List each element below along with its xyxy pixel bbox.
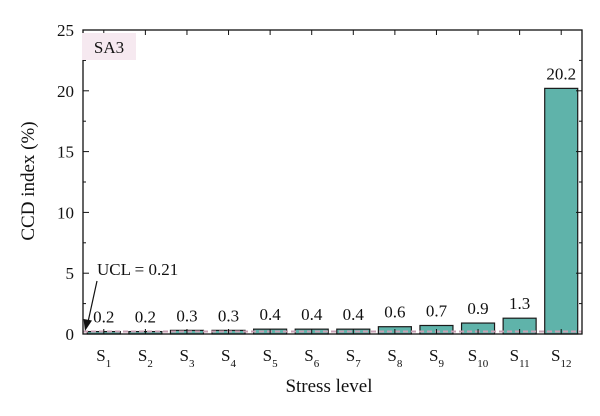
y-axis-title: CCD index (%) bbox=[18, 121, 39, 240]
data-label-9: 0.7 bbox=[426, 301, 448, 320]
x-tick-label-9: S9 bbox=[429, 346, 444, 370]
data-label-2: 0.2 bbox=[135, 308, 156, 327]
panel-label: SA3 bbox=[94, 38, 124, 57]
y-tick-label-0: 0 bbox=[66, 325, 75, 344]
ucl-group: UCL = 0.21 bbox=[83, 260, 582, 333]
x-tick-label-8: S8 bbox=[387, 346, 402, 370]
data-labels-group: 0.2 0.2 0.3 0.3 0.4 0.4 0.4 0.6 0.7 0.9 1.3 20.2 bbox=[93, 64, 576, 326]
y-tick-label-1: 5 bbox=[66, 264, 75, 283]
x-tick-label-6: S6 bbox=[304, 346, 319, 370]
x-axis-title: Stress level bbox=[285, 376, 372, 397]
data-label-10: 0.9 bbox=[467, 299, 488, 318]
plot-frame bbox=[82, 29, 583, 335]
x-tick-label-10: S10 bbox=[468, 346, 489, 370]
x-tick-label-12: S12 bbox=[551, 346, 571, 370]
y-tick-label-3: 15 bbox=[57, 143, 74, 162]
ucl-annotation: UCL = 0.21 bbox=[97, 260, 178, 279]
ucl-arrow-shaft bbox=[87, 280, 98, 323]
axes-group: S1 S2 S3 S4 S5 S6 S7 S8 S9 S10 S11 S12 0 5 10 15 20 25 bbox=[57, 21, 583, 370]
y-tick-label-4: 20 bbox=[57, 82, 74, 101]
data-label-12: 20.2 bbox=[546, 64, 576, 83]
x-tick-label-11: S11 bbox=[510, 346, 530, 370]
x-tick-label-3: S3 bbox=[179, 346, 194, 370]
panel-label-box: SA3 bbox=[82, 33, 136, 60]
data-label-7: 0.4 bbox=[343, 305, 365, 324]
x-tick-label-5: S5 bbox=[263, 346, 278, 370]
data-label-6: 0.4 bbox=[301, 305, 323, 324]
y-tick-label-5: 25 bbox=[57, 21, 74, 40]
data-label-1: 0.2 bbox=[93, 308, 114, 327]
x-tick-label-4: S4 bbox=[221, 346, 236, 370]
bars-group bbox=[86, 87, 579, 335]
data-label-11: 1.3 bbox=[509, 294, 530, 313]
bar-12 bbox=[544, 87, 579, 335]
data-label-3: 0.3 bbox=[176, 306, 197, 325]
x-tick-label-7: S7 bbox=[346, 346, 361, 370]
ucl-arrow-head bbox=[83, 319, 92, 331]
x-tick-label-1: S1 bbox=[96, 346, 111, 370]
data-label-5: 0.4 bbox=[260, 305, 282, 324]
y-tick-label-2: 10 bbox=[57, 203, 74, 222]
x-tick-label-2: S2 bbox=[138, 346, 153, 370]
data-label-4: 0.3 bbox=[218, 306, 239, 325]
data-label-8: 0.6 bbox=[384, 303, 405, 322]
